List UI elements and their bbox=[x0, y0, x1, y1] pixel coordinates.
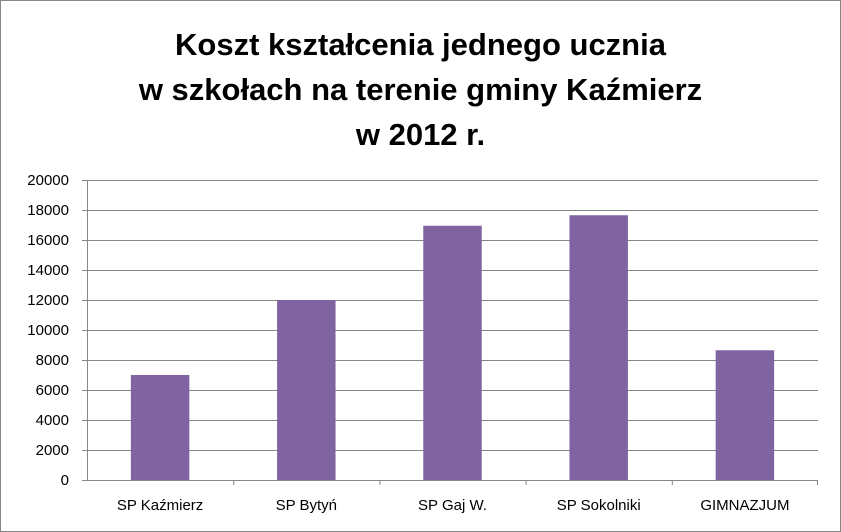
x-tick-label: SP Gaj W. bbox=[418, 497, 487, 514]
x-axis-labels: SP Kaźmierz SP Bytyń SP Gaj W. SP Sokolniki… bbox=[117, 497, 790, 514]
bar bbox=[277, 300, 336, 480]
x-tick-label: SP Kaźmierz bbox=[117, 497, 203, 514]
y-tick-label: 10000 bbox=[27, 322, 69, 339]
chart-title: Koszt kształcenia jednego ucznia w szkoł… bbox=[0, 22, 841, 157]
x-tick-label: GIMNAZJUM bbox=[700, 497, 789, 514]
chart-title-line-2: w szkołach na terenie gminy Kaźmierz bbox=[138, 72, 703, 107]
y-tick-label: 14000 bbox=[27, 262, 69, 279]
x-tick-label: SP Sokolniki bbox=[557, 497, 641, 514]
bar bbox=[130, 375, 190, 480]
y-axis-labels: 0 2000 4000 6000 8000 10000 12000 14000 16000 180… bbox=[27, 172, 69, 489]
y-tick-label: 12000 bbox=[27, 292, 69, 309]
y-tick-label: 16000 bbox=[27, 232, 69, 249]
y-tick-label: 18000 bbox=[27, 202, 69, 219]
bar bbox=[569, 215, 628, 480]
bar bbox=[423, 225, 482, 480]
bars bbox=[130, 215, 775, 480]
y-tick-label: 6000 bbox=[36, 382, 69, 399]
chart-title-line-3: w 2012 r. bbox=[355, 117, 486, 152]
y-tick-label: 4000 bbox=[36, 412, 69, 429]
y-tick-label: 8000 bbox=[36, 352, 69, 369]
y-tick-label: 2000 bbox=[36, 442, 69, 459]
y-tick-label: 0 bbox=[61, 472, 69, 489]
chart-title-line-1: Koszt kształcenia jednego ucznia bbox=[175, 27, 666, 62]
y-tick-label: 20000 bbox=[27, 172, 69, 189]
bar bbox=[715, 350, 775, 480]
axes bbox=[82, 180, 818, 485]
x-tick-label: SP Bytyń bbox=[276, 497, 337, 514]
